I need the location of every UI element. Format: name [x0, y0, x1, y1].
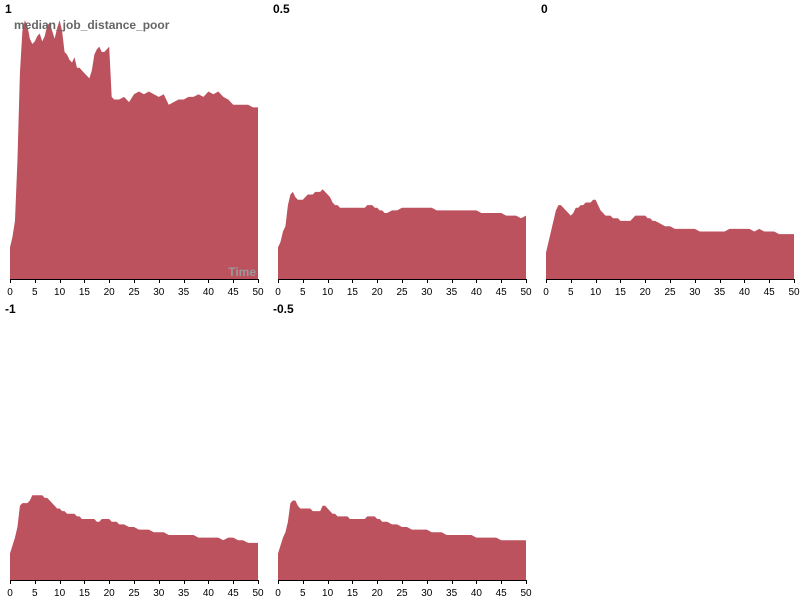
x-tick-label: 15 [347, 588, 359, 599]
x-tick-label: 40 [203, 287, 215, 298]
x-tick-label: 30 [153, 588, 165, 599]
panel-4: -0.5 0 5 10 15 20 25 30 35 40 45 50 [273, 302, 532, 599]
x-tick-label: 40 [471, 588, 483, 599]
x-tick-label: 45 [764, 287, 776, 298]
x-tick-label: 5 [32, 588, 38, 599]
x-tick-label: 50 [788, 287, 800, 298]
x-tick-label: 35 [714, 287, 726, 298]
x-tick-label: 35 [446, 287, 458, 298]
x-tick-label: 45 [496, 287, 508, 298]
x-tick-label: 0 [543, 287, 549, 298]
x-axis: 0 5 10 15 20 25 30 35 40 45 50 [275, 279, 532, 298]
x-tick-label: 30 [421, 287, 433, 298]
area-series-2 [546, 199, 794, 279]
x-tick-label: 45 [496, 588, 508, 599]
x-tick-label: 30 [421, 588, 433, 599]
panel-title: 1 [5, 2, 12, 16]
panel-title: -1 [5, 302, 16, 316]
x-tick-label: 5 [568, 287, 574, 298]
x-axis-label: Time [228, 265, 256, 279]
x-tick-label: 15 [79, 588, 91, 599]
x-tick-label: 25 [128, 287, 140, 298]
x-tick-label: 50 [520, 287, 532, 298]
area-series-1 [278, 189, 526, 279]
x-tick-label: 50 [520, 588, 532, 599]
x-tick-label: 45 [228, 287, 240, 298]
x-tick-label: 20 [372, 588, 384, 599]
x-tick-label: 20 [104, 287, 116, 298]
x-tick-label: 45 [228, 588, 240, 599]
x-tick-label: 25 [128, 588, 140, 599]
x-tick-label: 20 [372, 287, 384, 298]
panel-0: 1 0 5 10 15 20 25 30 35 40 45 50 median_job_distan… [5, 2, 264, 298]
panel-2: 0 0 5 10 15 20 25 30 35 40 45 50 [541, 2, 800, 298]
x-axis: 0 5 10 15 20 25 30 35 40 45 50 [7, 279, 264, 298]
panel-1: 0.5 0 5 10 15 20 25 30 35 40 45 50 [273, 2, 532, 298]
area-series-3 [10, 495, 258, 580]
x-tick-label: 0 [7, 588, 13, 599]
x-tick-label: 25 [396, 588, 408, 599]
x-tick-label: 10 [54, 287, 66, 298]
area-series-0 [10, 20, 258, 280]
x-tick-label: 40 [203, 588, 215, 599]
x-tick-label: 10 [322, 287, 334, 298]
x-tick-label: 25 [396, 287, 408, 298]
x-tick-label: 5 [32, 287, 38, 298]
x-axis: 0 5 10 15 20 25 30 35 40 45 50 [275, 580, 532, 599]
panel-title: -0.5 [273, 302, 294, 316]
panel-3: -1 0 5 10 15 20 25 30 35 40 45 50 [5, 302, 264, 599]
panel-title: 0.5 [273, 2, 290, 16]
x-axis: 0 5 10 15 20 25 30 35 40 45 50 [543, 279, 800, 298]
x-tick-label: 15 [347, 287, 359, 298]
x-tick-label: 10 [590, 287, 602, 298]
x-tick-label: 5 [300, 588, 306, 599]
x-tick-label: 35 [446, 588, 458, 599]
x-tick-label: 10 [54, 588, 66, 599]
x-tick-label: 30 [153, 287, 165, 298]
x-tick-label: 5 [300, 287, 306, 298]
area-series-4 [278, 500, 526, 580]
y-axis-label: median_job_distance_poor [14, 18, 170, 32]
panel-title: 0 [541, 2, 548, 16]
x-axis: 0 5 10 15 20 25 30 35 40 45 50 [7, 580, 264, 599]
x-tick-label: 25 [664, 287, 676, 298]
x-tick-label: 35 [178, 287, 190, 298]
x-tick-label: 20 [104, 588, 116, 599]
x-tick-label: 30 [689, 287, 701, 298]
x-tick-label: 50 [252, 287, 264, 298]
x-tick-label: 10 [322, 588, 334, 599]
x-tick-label: 40 [471, 287, 483, 298]
x-tick-label: 40 [739, 287, 751, 298]
x-tick-label: 0 [275, 588, 281, 599]
x-tick-label: 0 [7, 287, 13, 298]
x-tick-label: 20 [640, 287, 652, 298]
x-tick-label: 50 [252, 588, 264, 599]
x-tick-label: 15 [615, 287, 627, 298]
x-tick-label: 35 [178, 588, 190, 599]
x-tick-label: 0 [275, 287, 281, 298]
x-tick-label: 15 [79, 287, 91, 298]
